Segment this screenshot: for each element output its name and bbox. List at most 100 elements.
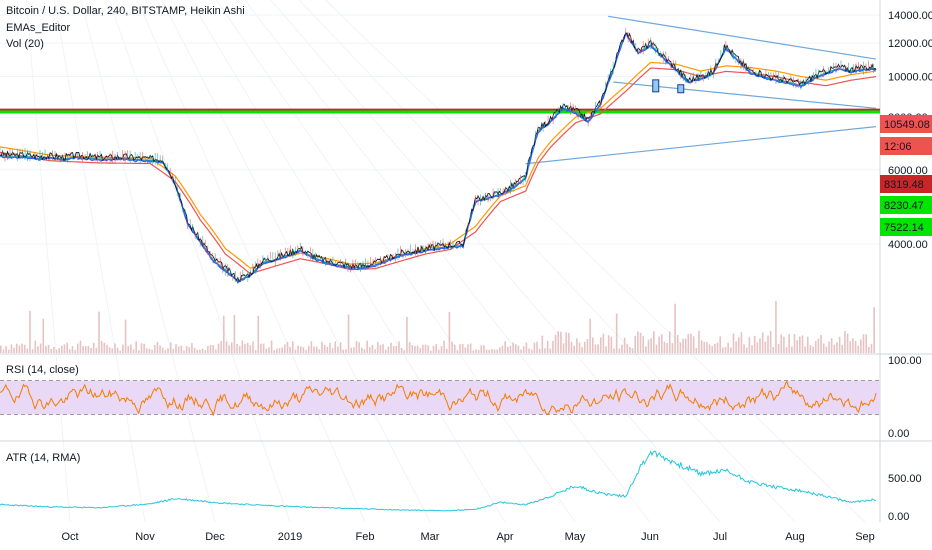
volume-bar-237	[629, 347, 631, 353]
volume-bar-37	[98, 311, 100, 353]
x-tick-label-1: Nov	[135, 531, 155, 543]
volume-bar-131	[347, 314, 350, 353]
y-tick-label-5: 14000.00	[888, 10, 932, 22]
price-label-bg-0	[880, 115, 932, 133]
price-label-0: 10549.08	[884, 119, 930, 131]
volume-bar-162	[430, 350, 432, 353]
volume-bar-257	[682, 338, 684, 353]
volume-bar-232	[615, 313, 618, 353]
volume-bar-152	[403, 350, 406, 353]
volume-bar-26	[69, 349, 71, 353]
volume-bar-206	[546, 340, 549, 353]
volume-bar-292	[775, 301, 777, 353]
volume-bar-151	[400, 348, 403, 353]
volume-bar-30	[79, 340, 82, 353]
volume-bar-6	[15, 343, 18, 353]
volume-bar-170	[451, 341, 453, 353]
volume-bar-42	[111, 348, 114, 353]
volume-bar-141	[374, 349, 376, 353]
atr-title[interactable]: ATR (14, RMA)	[6, 452, 81, 464]
volume-bar-210	[557, 331, 560, 353]
volume-bar-92	[244, 343, 246, 353]
volume-bar-20	[53, 346, 55, 353]
volume-bar-22	[58, 348, 60, 353]
volume-bar-261	[692, 336, 695, 353]
y-tick-label-4: 12000.00	[888, 38, 932, 50]
volume-bar-218	[578, 342, 581, 353]
volume-bar-309	[820, 334, 822, 353]
grid-line-v-5	[161, 0, 431, 523]
volume-bar-256	[679, 342, 682, 353]
indicator-volume[interactable]: Vol (20)	[6, 38, 44, 50]
volume-bar-270	[716, 342, 719, 353]
volume-bar-46	[122, 344, 124, 353]
volume-bar-192	[509, 345, 512, 353]
volume-bar-234	[621, 344, 623, 353]
volume-bar-114	[302, 347, 305, 353]
volume-bar-74	[196, 349, 199, 353]
volume-bar-255	[676, 334, 679, 353]
volume-bar-64	[169, 342, 172, 353]
volume-bar-60	[159, 345, 161, 353]
volume-bar-311	[825, 346, 828, 353]
volume-bar-96	[254, 350, 257, 353]
price-label-3: 8230.47	[884, 200, 924, 212]
volume-bar-95	[252, 341, 254, 353]
volume-bar-219	[581, 347, 583, 353]
volume-bar-163	[432, 345, 435, 353]
volume-bar-101	[268, 347, 270, 353]
volume-bar-105	[278, 348, 281, 353]
volume-bar-161	[427, 345, 429, 353]
rsi-tick-label-1: 100.00	[888, 355, 922, 367]
marker-box-2	[677, 84, 685, 94]
volume-bar-235	[623, 337, 626, 353]
volume-bar-21	[55, 349, 58, 353]
volume-bar-56	[148, 348, 151, 353]
volume-bar-200	[530, 349, 533, 353]
volume-bar-176	[467, 344, 469, 353]
volume-bar-165	[438, 349, 440, 353]
grid-line-v-1	[54, 0, 146, 523]
volume-bar-325	[862, 334, 865, 353]
volume-bar-9	[23, 344, 26, 353]
x-tick-label-11: Sep	[855, 531, 875, 543]
volume-bar-236	[626, 344, 629, 353]
volume-bar-185	[491, 349, 493, 353]
volume-bar-285	[756, 342, 759, 353]
volume-bar-174	[461, 344, 464, 353]
volume-bar-313	[830, 338, 833, 353]
volume-bar-125	[331, 348, 334, 353]
chart-title[interactable]: Bitcoin / U.S. Dollar, 240, BITSTAMP, He…	[6, 5, 245, 17]
volume-bar-137	[363, 349, 366, 353]
volume-bar-298	[791, 346, 793, 353]
x-tick-label-3: 2019	[278, 531, 302, 543]
volume-bar-216	[573, 345, 575, 353]
x-tick-label-0: Oct	[61, 531, 78, 543]
volume-bar-173	[459, 344, 461, 353]
volume-bar-278	[737, 337, 740, 353]
volume-bar-78	[207, 346, 209, 353]
volume-bar-106	[281, 347, 283, 353]
volume-bar-44	[116, 347, 119, 353]
volume-bar-212	[562, 343, 565, 353]
volume-bar-213	[565, 332, 568, 353]
volume-bar-327	[868, 347, 870, 353]
volume-bar-39	[103, 342, 106, 353]
rsi-tick-label-0: 0.00	[888, 428, 909, 440]
volume-bar-249	[660, 334, 663, 353]
indicator-emas[interactable]: EMAs_Editor	[6, 22, 71, 34]
volume-bar-297	[788, 334, 790, 353]
volume-bar-190	[504, 341, 506, 353]
volume-bar-251	[666, 343, 668, 353]
atr-line	[0, 450, 877, 512]
volume-bar-12	[31, 349, 34, 353]
volume-bar-122	[323, 345, 326, 353]
volume-bar-156	[414, 345, 416, 353]
volume-bar-166	[440, 346, 443, 353]
rsi-title[interactable]: RSI (14, close)	[6, 364, 79, 376]
volume-bar-128	[339, 342, 342, 353]
trendline-support	[525, 125, 877, 165]
volume-bar-228	[605, 346, 607, 353]
volume-bar-324	[860, 339, 862, 353]
